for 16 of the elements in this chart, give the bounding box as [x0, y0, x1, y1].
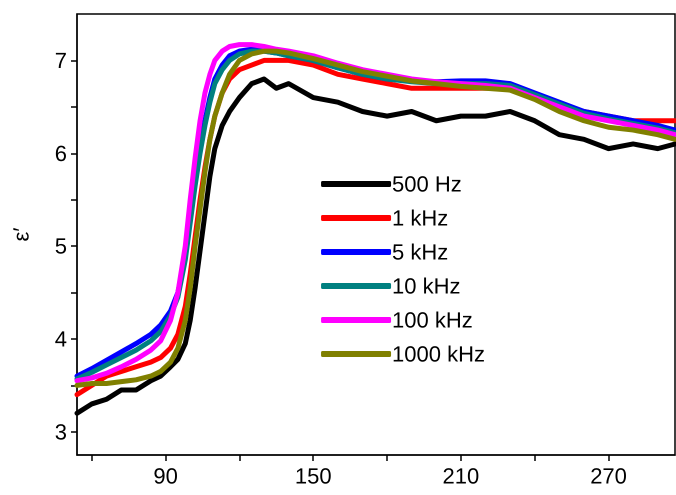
y-tick-label: 4 — [54, 326, 67, 352]
x-tick-label: 90 — [153, 464, 178, 488]
x-tick-label: 150 — [294, 464, 332, 488]
legend-label: 1000 kHz — [392, 342, 486, 366]
y-tick-label: 6 — [54, 140, 67, 166]
legend-label: 5 kHz — [392, 240, 448, 264]
x-tick-label: 270 — [590, 464, 627, 488]
y-tick-label: 7 — [54, 48, 67, 73]
legend-label: 100 kHz — [392, 308, 473, 332]
legend-label: 500 Hz — [392, 172, 462, 196]
y-tick-label: 5 — [54, 234, 67, 259]
legend-label: 10 kHz — [392, 274, 461, 298]
y-axis-title: ε′ — [8, 228, 34, 242]
legend-label: 1 kHz — [392, 206, 448, 230]
x-tick-label: 210 — [442, 464, 480, 488]
y-tick-label: 3 — [54, 419, 67, 444]
